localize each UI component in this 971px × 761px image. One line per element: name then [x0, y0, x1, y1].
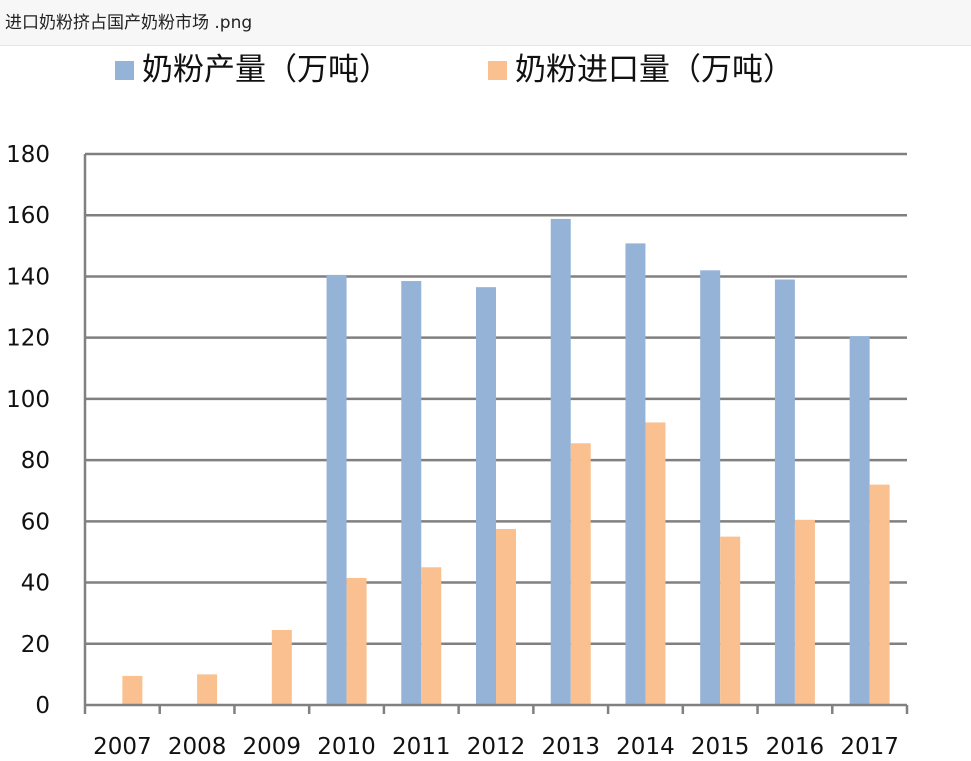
- x-tick-label-2011: 2011: [392, 734, 451, 760]
- chart-area: 奶粉产量（万吨） 奶粉进口量（万吨） 0 20 40 60 80 100 120 140 160 1…: [0, 46, 971, 761]
- bar-import-2013: [570, 443, 591, 705]
- y-tick-label-180: 180: [6, 142, 50, 168]
- y-tick-label-20: 20: [21, 632, 50, 658]
- bar-chart: 奶粉产量（万吨） 奶粉进口量（万吨） 0 20 40 60 80 100 120 140 160 1…: [6, 52, 909, 760]
- y-tick-label-120: 120: [6, 326, 50, 352]
- bar-production-2015: [700, 270, 721, 705]
- x-tick-label-2007: 2007: [93, 734, 152, 760]
- y-axis-ticks: 0 20 40 60 80 100 120 140 160 180: [6, 142, 50, 719]
- bar-import-2008: [197, 674, 218, 705]
- y-tick-label-60: 60: [21, 509, 50, 535]
- bar-import-2011: [421, 567, 442, 705]
- bar-production-2014: [625, 243, 646, 705]
- bar-import-2012: [496, 528, 516, 705]
- bar-production-2017: [849, 336, 870, 705]
- bar-import-2007: [122, 675, 143, 705]
- bar-production-2012: [476, 287, 496, 705]
- bar-import-2010: [346, 577, 367, 705]
- x-tick-label-2010: 2010: [317, 734, 376, 760]
- x-tick-label-2009: 2009: [243, 734, 302, 760]
- bar-production-2011: [401, 281, 422, 705]
- bar-import-2014: [645, 422, 666, 705]
- x-tick-label-2017: 2017: [840, 734, 899, 760]
- bar-import-2016: [794, 519, 815, 705]
- x-tick-label-2014: 2014: [616, 734, 675, 760]
- x-tick-label-2013: 2013: [541, 734, 600, 760]
- bar-import-2017: [869, 484, 890, 705]
- y-tick-label-160: 160: [6, 203, 50, 229]
- image-title-bar: 进口奶粉挤占国产奶粉市场 .png: [0, 0, 971, 46]
- legend-swatch-production: [115, 61, 134, 80]
- y-tick-label-100: 100: [6, 387, 50, 413]
- x-tick-label-2015: 2015: [691, 734, 750, 760]
- image-filename: 进口奶粉挤占国产奶粉市场 .png: [5, 13, 253, 33]
- legend-swatch-import: [488, 61, 507, 80]
- x-tick-label-2016: 2016: [766, 734, 825, 760]
- y-tick-label-80: 80: [21, 448, 50, 474]
- bar-production-2016: [774, 279, 795, 705]
- legend-label-import: 奶粉进口量（万吨）: [515, 52, 794, 88]
- y-tick-label-0: 0: [35, 693, 50, 719]
- axes: [83, 154, 909, 714]
- chart-legend: 奶粉产量（万吨） 奶粉进口量（万吨）: [115, 52, 794, 88]
- legend-label-production: 奶粉产量（万吨）: [142, 52, 390, 88]
- y-tick-label-140: 140: [6, 264, 50, 290]
- x-tick-label-2008: 2008: [168, 734, 227, 760]
- bar-production-2013: [550, 218, 571, 705]
- x-tick-label-2012: 2012: [467, 734, 526, 760]
- bar-import-2015: [720, 536, 741, 705]
- bar-production-2010: [326, 274, 347, 705]
- bars-group: [122, 218, 890, 705]
- bar-import-2009: [271, 630, 292, 705]
- x-axis-ticks: 2007 2008 2009 2010 2011 2012 2013 2014 2015 2016…: [93, 734, 899, 760]
- y-tick-label-40: 40: [21, 571, 50, 597]
